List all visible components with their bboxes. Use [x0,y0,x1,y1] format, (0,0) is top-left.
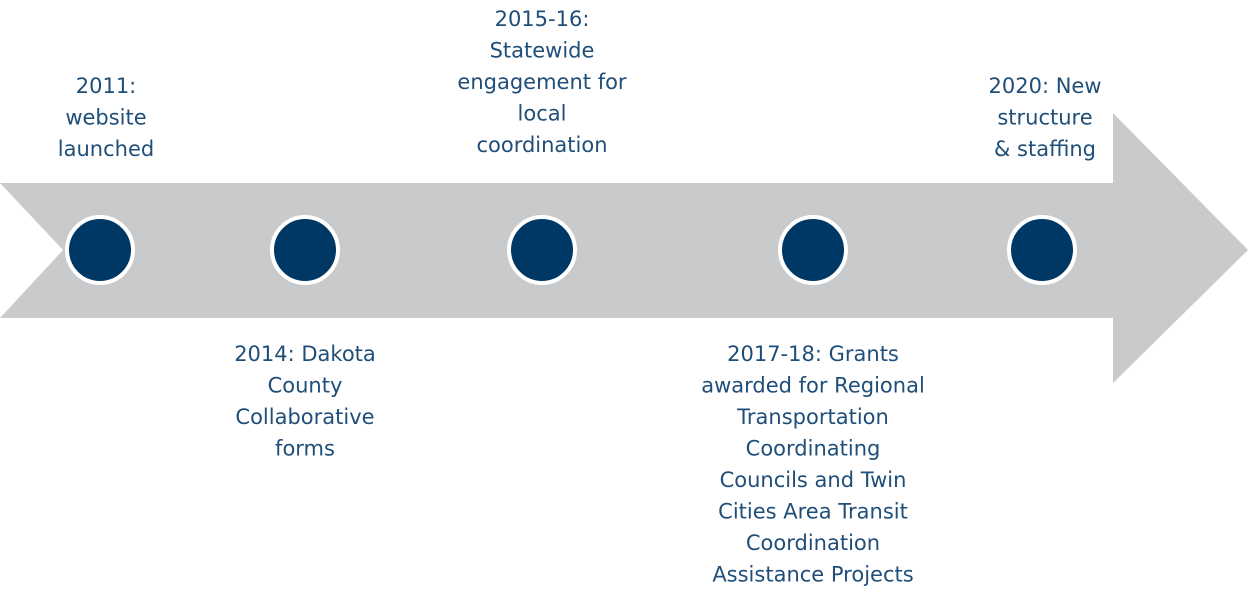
label-line: 2017-18: Grants [727,342,899,366]
arrow [0,113,1248,383]
label-line: 2015-16: [495,7,590,31]
milestone-dot [270,215,340,285]
milestone-dot [65,215,135,285]
milestone-label: 2017-18: Grants awarded for Regional Trans… [701,342,925,587]
milestone-label: 2014: Dakota County Collaborative forms [234,342,376,461]
label-line: Cities Area Transit [718,500,908,524]
label-line: launched [58,137,154,161]
milestone-label: 2020: New structure & staffing [989,74,1102,161]
milestone-label: 2015-16: Statewide engagement for local coor… [457,7,627,157]
label-line: Collaborative [235,405,374,429]
label-line: local [518,102,567,126]
label-line: 2020: New [989,74,1102,98]
label-line: Coordination [746,531,880,555]
label-line: website [65,106,146,130]
label-line: Assistance Projects [712,563,913,587]
label-line: coordination [476,133,607,157]
milestone-dot [1007,215,1077,285]
label-line: Coordinating [746,437,881,461]
label-line: awarded for Regional [701,374,925,398]
label-line: structure [997,106,1092,130]
label-line: Councils and Twin [720,468,907,492]
label-line: forms [275,437,335,461]
label-line: County [268,374,343,398]
label-line: 2011: [76,74,137,98]
label-line: & staffing [994,137,1096,161]
label-line: 2014: Dakota [234,342,376,366]
milestone-dot [507,215,577,285]
label-line: Statewide [490,39,595,63]
milestone-dot [778,215,848,285]
label-line: Transportation [736,405,889,429]
milestone-label: 2011: website launched [58,74,154,161]
label-line: engagement for [457,70,627,94]
